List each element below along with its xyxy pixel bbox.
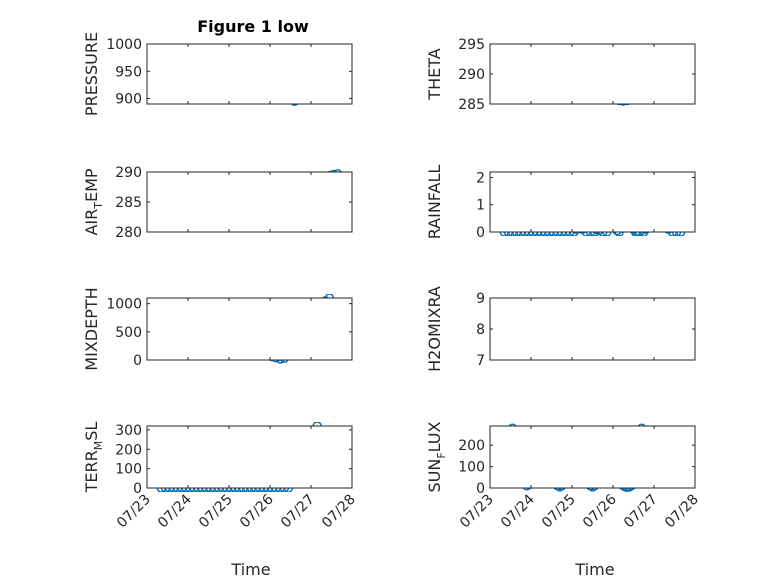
y-tick-label: 900 (115, 92, 142, 108)
x-tick-label: 07/23 (114, 492, 154, 532)
y-tick-label: 950 (115, 64, 142, 80)
axes-box (489, 43, 696, 105)
y-tick-label: 100 (115, 462, 142, 478)
x-axis-label-right: Time (574, 560, 614, 579)
x-tick-label: 07/24 (155, 491, 195, 531)
y-axis-label-part: TERR (82, 450, 101, 493)
x-axis-label-left: Time (230, 560, 270, 579)
y-tick-label: 200 (458, 438, 485, 454)
x-tick-label: 07/25 (196, 492, 236, 532)
panel-mixdepth: 0 500 1000 MIXDEPTH (82, 287, 353, 371)
figure-title: Figure 1 low (197, 17, 309, 36)
y-axis-label-part: EMP (82, 168, 101, 202)
y-tick-label: 0 (133, 353, 142, 369)
y-tick-label: 8 (476, 322, 485, 338)
panel-theta: 285 290 295 THETA (425, 37, 696, 113)
panel-pressure: 900 950 1000 PRESSURE (82, 32, 353, 116)
y-axis-label: PRESSURE (82, 32, 101, 116)
y-tick-label: 1 (476, 198, 485, 214)
panel-h2omixra: 7 8 9 H2OMIXRA (425, 286, 696, 372)
y-tick-label: 0 (476, 225, 485, 241)
axes-box (146, 171, 353, 233)
y-tick-label: 285 (458, 97, 485, 113)
panel-air-temp: 280 285 290 AIRTEMP (82, 165, 353, 241)
axes-box (146, 425, 353, 489)
y-tick-label: 0 (133, 481, 142, 497)
y-axis-label-part: SL (82, 422, 101, 441)
y-tick-label: 500 (115, 325, 142, 341)
y-tick-label: 290 (458, 67, 485, 83)
x-tick-label: 07/26 (580, 491, 620, 531)
y-axis-label-part: LUX (425, 421, 444, 452)
y-tick-label: 295 (458, 37, 485, 53)
y-tick-label: 285 (115, 195, 142, 211)
x-tick-label: 07/28 (662, 492, 702, 532)
x-tick-label: 07/23 (457, 492, 497, 532)
y-axis-label-part: SUN (425, 459, 444, 493)
y-tick-label: 280 (115, 225, 142, 241)
y-axis-label: RAINFALL (425, 165, 444, 240)
axes-box (489, 425, 696, 489)
y-axis-label-subscript: F (435, 452, 448, 458)
y-tick-label: 2 (476, 170, 485, 186)
y-tick-label: 100 (458, 460, 485, 476)
x-tick-label: 07/24 (498, 491, 538, 531)
axes-box (489, 297, 696, 361)
y-axis-label: H2OMIXRA (425, 286, 444, 372)
y-axis-label: AIRTEMP (82, 168, 105, 235)
panel-rainfall: 0 1 2 RAINFALL (425, 165, 696, 241)
x-tick-label: 07/26 (237, 491, 277, 531)
y-axis-label: MIXDEPTH (82, 287, 101, 370)
y-axis-label: TERRMSL (82, 422, 105, 494)
x-tick-label: 07/27 (621, 492, 661, 532)
x-tick-label: 07/27 (278, 492, 318, 532)
panel-sun-flux: 0 100 200 SUNFLUX 07/23 07/24 07/25 07/26 07/27 0… (425, 421, 702, 531)
y-tick-label: 290 (115, 165, 142, 181)
y-tick-label: 200 (115, 442, 142, 458)
y-tick-label: 9 (476, 291, 485, 307)
y-axis-label-part: AIR (82, 209, 101, 236)
y-axis-label: SUNFLUX (425, 421, 448, 492)
y-axis-label-subscript: T (92, 202, 105, 210)
y-axis-label-subscript: M (92, 441, 105, 451)
y-tick-label: 300 (115, 423, 142, 439)
y-axis-label: THETA (425, 48, 444, 100)
x-tick-label: 07/25 (539, 492, 579, 532)
y-tick-label: 0 (476, 481, 485, 497)
axes-box (489, 171, 696, 233)
y-tick-label: 1000 (106, 297, 142, 313)
axes-box (146, 297, 353, 361)
y-tick-label: 7 (476, 353, 485, 369)
axes-box (146, 43, 353, 105)
x-tick-label: 07/28 (319, 492, 359, 532)
y-tick-label: 1000 (106, 37, 142, 53)
